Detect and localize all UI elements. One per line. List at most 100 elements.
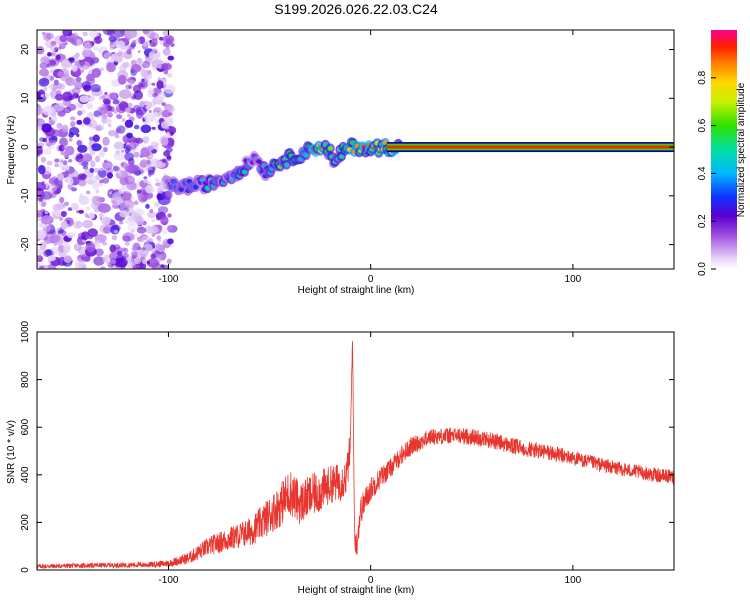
noise-cell: [109, 252, 117, 261]
noise-cell: [89, 30, 100, 38]
noise-cell: [79, 95, 90, 103]
noise-cell: [110, 196, 124, 206]
noise-cell: [112, 99, 120, 105]
noise-cell: [108, 129, 117, 137]
noise-cell: [128, 212, 132, 216]
noise-cell: [72, 32, 79, 40]
noise-cell: [93, 256, 105, 266]
noise-cell: [145, 105, 151, 110]
noise-cell: [124, 119, 134, 128]
noise-cell: [111, 235, 118, 241]
noise-cell: [162, 48, 171, 56]
noise-cell: [70, 116, 76, 121]
noise-cell: [67, 169, 79, 180]
noise-cell: [95, 248, 104, 257]
noise-cell: [127, 223, 137, 233]
y-tick-label: 200: [20, 514, 31, 531]
noise-cell: [154, 144, 158, 148]
noise-cell: [40, 156, 47, 163]
noise-cell: [42, 92, 50, 99]
noise-cell: [92, 134, 100, 142]
noise-cell: [166, 258, 172, 265]
noise-cell: [75, 221, 82, 228]
noise-cell: [122, 232, 135, 242]
noise-cell: [47, 255, 56, 262]
noise-cell: [77, 263, 87, 269]
noise-cell: [118, 187, 125, 195]
noise-cell: [143, 136, 150, 143]
track-core: [327, 146, 334, 151]
noise-cell: [68, 159, 73, 163]
noise-cell: [102, 226, 111, 234]
noise-cell: [113, 151, 126, 161]
noise-cell: [64, 150, 70, 157]
noise-cell: [153, 111, 158, 117]
noise-cell: [119, 210, 129, 218]
noise-cell: [86, 206, 90, 211]
noise-cell: [102, 136, 110, 146]
x-tick-label: 0: [368, 274, 374, 285]
noise-cell: [45, 32, 54, 40]
noise-cell: [130, 195, 134, 201]
noise-cell: [38, 77, 50, 87]
snr-ylabel: SNR (10 * v/v): [6, 420, 17, 484]
noise-cell: [147, 87, 155, 94]
noise-cell: [108, 123, 112, 128]
noise-cell: [126, 132, 133, 139]
noise-cell: [134, 200, 139, 206]
noise-cell: [90, 84, 101, 92]
noise-cell: [109, 45, 115, 51]
track-core: [338, 154, 345, 159]
noise-cell: [124, 241, 130, 246]
y-tick-label: 800: [20, 371, 31, 388]
track-core: [382, 140, 389, 146]
noise-cell: [113, 166, 120, 172]
noise-cell: [94, 155, 101, 163]
colorbar-label: Normalized spectral amplitude: [736, 82, 747, 217]
noise-cell: [109, 191, 113, 195]
noise-cell: [143, 179, 148, 184]
noise-cell: [151, 233, 156, 237]
x-tick-label: 100: [565, 274, 582, 285]
noise-cell: [151, 218, 155, 223]
noise-cell: [160, 136, 169, 146]
noise-cell: [114, 134, 120, 139]
noise-cell: [76, 133, 80, 137]
noise-cell: [150, 100, 157, 107]
y-tick-label: 10: [20, 92, 31, 104]
noise-cell: [82, 219, 94, 229]
noise-cell: [155, 182, 161, 187]
noise-cell: [37, 123, 42, 131]
noise-cell: [75, 76, 82, 82]
noise-cell: [45, 249, 53, 256]
noise-cell: [59, 34, 68, 43]
noise-cell: [49, 233, 61, 243]
noise-cell: [63, 255, 72, 263]
noise-cell: [81, 231, 90, 241]
noise-cell: [67, 183, 73, 190]
noise-cell: [121, 247, 127, 252]
noise-cell: [116, 40, 126, 49]
noise-cell: [86, 145, 93, 151]
noise-cell: [132, 40, 137, 44]
noise-cell: [53, 79, 59, 86]
noise-cell: [81, 49, 91, 57]
noise-cell: [150, 253, 156, 259]
noise-cell: [167, 55, 175, 61]
noise-cell: [113, 109, 118, 114]
y-tick-label: 0: [20, 144, 31, 150]
noise-cell: [151, 82, 156, 86]
noise-cell: [93, 110, 101, 118]
snr-background: [37, 332, 674, 570]
noise-cell: [154, 201, 160, 208]
noise-cell: [103, 98, 111, 105]
noise-cell: [40, 215, 54, 225]
noise-cell: [60, 159, 64, 163]
noise-cell: [127, 102, 133, 108]
noise-cell: [133, 151, 140, 158]
noise-cell: [122, 61, 130, 68]
noise-cell: [137, 50, 141, 54]
noise-cell: [146, 159, 151, 165]
noise-cell: [46, 160, 53, 166]
noise-cell: [56, 227, 61, 231]
